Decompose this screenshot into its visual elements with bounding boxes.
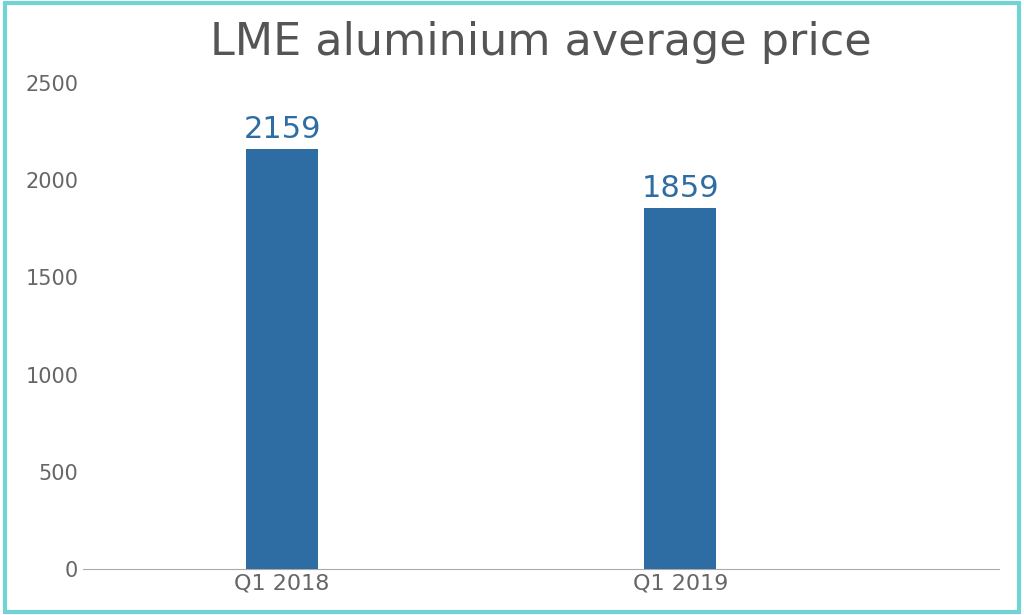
- Text: 2159: 2159: [244, 116, 321, 145]
- Bar: [247, 149, 318, 569]
- Title: LME aluminium average price: LME aluminium average price: [210, 21, 871, 64]
- Bar: [644, 207, 716, 569]
- Text: 1859: 1859: [641, 173, 719, 203]
